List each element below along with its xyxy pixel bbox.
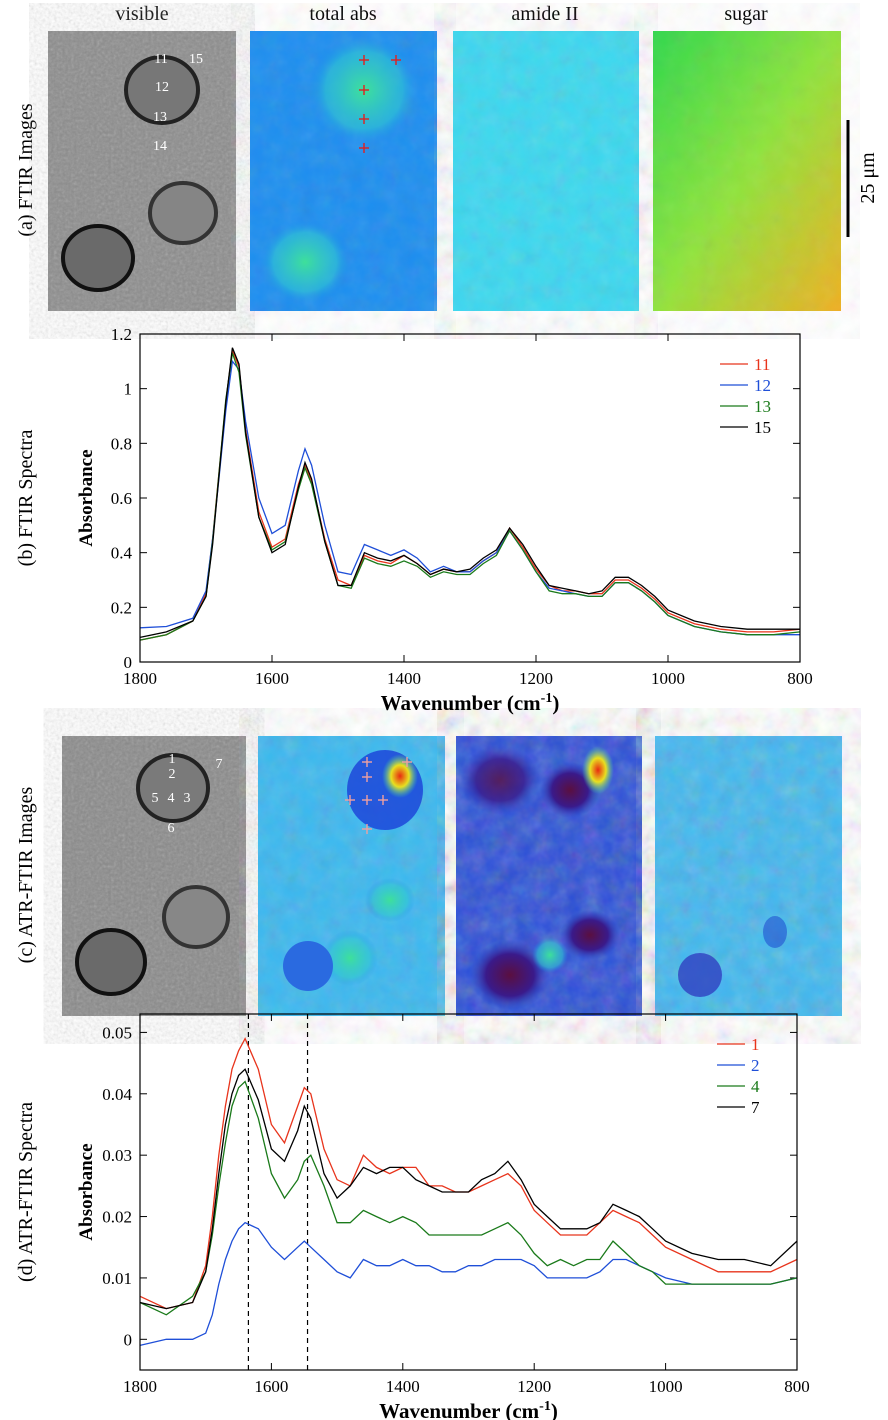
point-label: 13	[153, 110, 167, 125]
x-axis-label-part: -1	[539, 1399, 551, 1414]
point-label: 2	[169, 767, 176, 782]
legend-label: 2	[751, 1056, 760, 1075]
point-label: 6	[168, 821, 175, 836]
x-axis-label-part: Wavenumber (cm	[379, 1399, 540, 1420]
plot-frame	[139, 333, 801, 663]
point-label: 1	[169, 752, 176, 767]
column-title: total abs	[309, 3, 376, 25]
x-axis-label-part: -1	[541, 691, 553, 706]
panel-label: (a) FTIR Images	[15, 103, 37, 237]
x-axis-label-part: )	[552, 691, 559, 715]
scale-bar-label: 25 μm	[857, 152, 879, 204]
panel-label: (b) FTIR Spectra	[15, 430, 37, 567]
y-tick-label: 0.2	[111, 598, 132, 617]
x-tick-label: 800	[784, 1377, 810, 1396]
legend-label: 12	[754, 376, 771, 395]
point-label: 11	[154, 52, 167, 67]
x-tick-label: 1800	[123, 1377, 157, 1396]
atr-image	[258, 736, 445, 1016]
x-tick-label: 1400	[386, 1377, 420, 1396]
series-line	[139, 347, 800, 639]
x-tick-label: 1000	[651, 669, 685, 688]
y-tick-label: 0.05	[102, 1023, 132, 1042]
column-title: sugar	[724, 3, 768, 25]
total-abs-image	[250, 31, 437, 311]
x-axis-label: Wavenumber (cm-1)	[379, 1399, 558, 1420]
y-tick-label: 0.4	[111, 544, 133, 563]
y-tick-label: 1.2	[111, 325, 132, 344]
x-axis-label-part: )	[551, 1399, 558, 1420]
y-tick-label: 0.01	[102, 1269, 132, 1288]
x-tick-label: 1400	[387, 669, 421, 688]
y-tick-label: 0	[124, 653, 133, 672]
plot-frame	[139, 1013, 798, 1371]
atr-amide-image	[456, 736, 642, 1016]
legend-label: 1	[751, 1035, 760, 1054]
y-tick-label: 0.8	[111, 434, 132, 453]
sugar-image	[653, 31, 841, 311]
legend-label: 11	[754, 355, 770, 374]
x-axis-label: Wavenumber (cm-1)	[381, 691, 560, 715]
point-label: 14	[153, 139, 167, 154]
point-label: 12	[155, 80, 169, 95]
series-line	[139, 1068, 798, 1310]
series-line	[139, 352, 801, 641]
amide-image	[453, 31, 639, 311]
x-tick-label: 1000	[649, 1377, 683, 1396]
x-tick-label: 1200	[517, 1377, 551, 1396]
legend-label: 13	[754, 397, 771, 416]
series-line	[139, 359, 800, 636]
column-title: visible	[115, 3, 168, 25]
point-label: 5	[152, 791, 159, 806]
x-tick-label: 1600	[255, 669, 289, 688]
legend-label: 4	[751, 1077, 760, 1096]
point-label: 3	[184, 791, 191, 806]
point-label: 4	[168, 791, 175, 806]
series-line	[139, 1080, 798, 1316]
y-tick-label: 0.02	[102, 1208, 132, 1227]
y-tick-label: 0.6	[111, 489, 132, 508]
y-tick-label: 1	[124, 380, 133, 399]
visible-image	[62, 736, 246, 1016]
y-tick-label: 0.03	[102, 1146, 132, 1165]
x-tick-label: 1600	[254, 1377, 288, 1396]
column-title: amide II	[511, 3, 578, 25]
x-tick-label: 1200	[519, 669, 553, 688]
series-line	[139, 347, 801, 641]
series-line	[139, 1221, 798, 1347]
panel-label: (d) ATR-FTIR Spectra	[15, 1102, 37, 1282]
panel-label: (c) ATR-FTIR Images	[15, 786, 37, 963]
series-line	[139, 1037, 798, 1310]
x-tick-label: 800	[787, 669, 813, 688]
y-axis-label: Absorbance	[76, 449, 97, 546]
legend-label: 15	[754, 418, 771, 437]
y-axis-label: Absorbance	[76, 1143, 97, 1240]
y-tick-label: 0.04	[102, 1085, 132, 1104]
atr-sugar-image	[655, 736, 842, 1016]
visible-image	[48, 31, 236, 311]
y-tick-label: 0	[124, 1330, 133, 1349]
x-tick-label: 1800	[123, 669, 157, 688]
point-label: 7	[216, 757, 223, 772]
legend-label: 7	[751, 1098, 760, 1117]
x-axis-label-part: Wavenumber (cm	[381, 691, 542, 715]
point-label: 15	[189, 52, 203, 67]
